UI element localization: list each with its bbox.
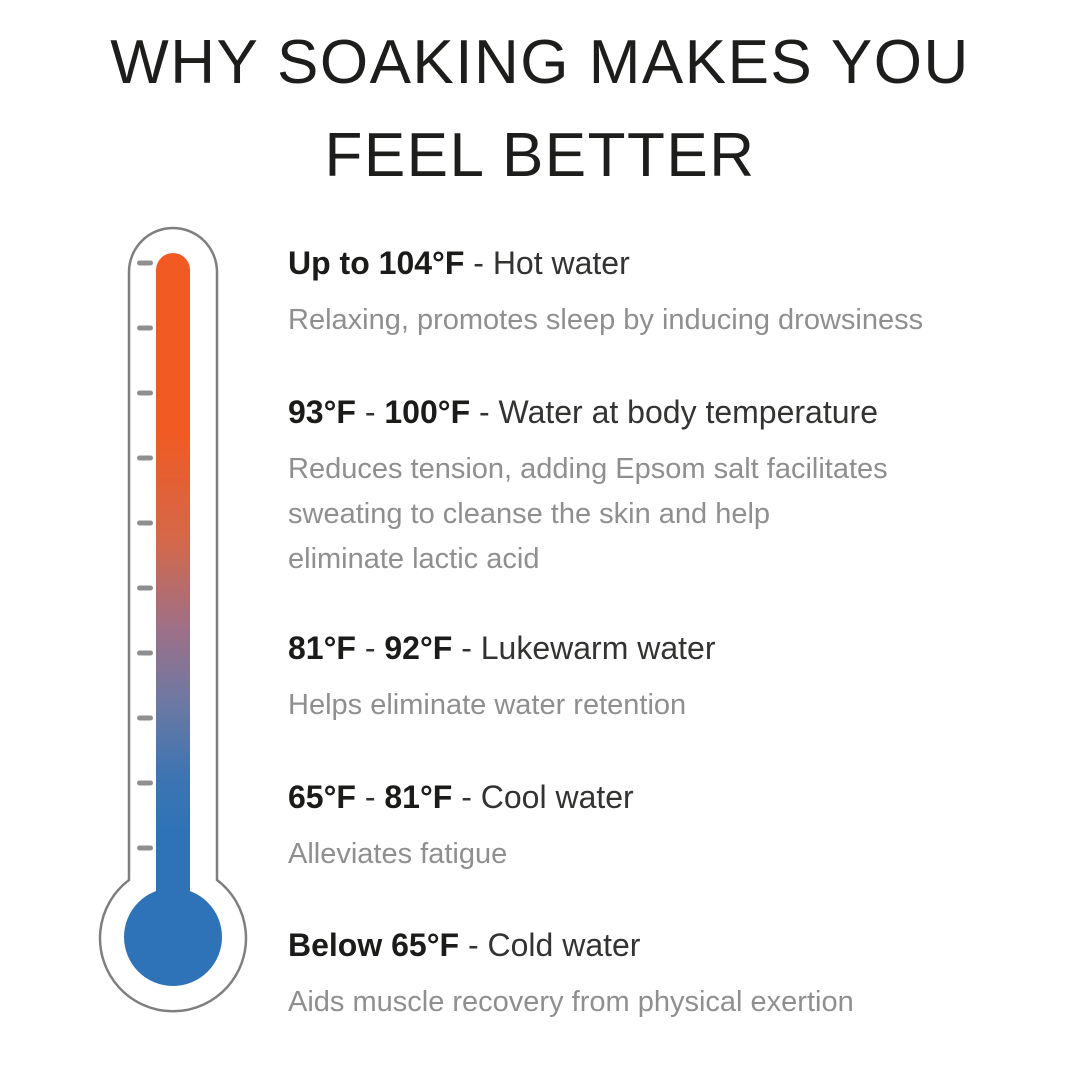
section-heading: Up to 104°F - Hot water xyxy=(288,243,1028,283)
temp-range-bold: 93°F xyxy=(288,394,356,430)
thermometer-tick xyxy=(137,715,153,721)
temp-section-lukewarm: 81°F - 92°F - Lukewarm water Helps elimi… xyxy=(288,628,1028,728)
temp-range-bold: 92°F xyxy=(384,630,453,666)
temp-range-bold: Up to 104°F xyxy=(288,245,465,281)
thermometer-tick xyxy=(137,455,153,461)
temp-range-separator: - xyxy=(355,394,385,430)
thermometer-tick xyxy=(137,780,153,786)
temp-range-separator: - xyxy=(355,779,385,815)
thermometer-tick xyxy=(137,650,153,656)
thermometer-icon xyxy=(98,226,248,1013)
water-type-label: - Hot water xyxy=(464,245,630,281)
section-heading: 65°F - 81°F - Cool water xyxy=(288,777,1028,817)
section-description: Reduces tension, adding Epsom salt facil… xyxy=(288,453,888,575)
temp-section-body-temp: 93°F - 100°F - Water at body temperature… xyxy=(288,392,1028,582)
thermometer-tick xyxy=(137,845,153,851)
thermometer-tick xyxy=(137,520,153,526)
temperature-sections: Up to 104°F - Hot water Relaxing, promot… xyxy=(288,0,1028,1080)
water-type-label: - Water at body temperature xyxy=(470,394,878,430)
temp-range-bold: 81°F xyxy=(288,630,356,666)
thermometer-bulb xyxy=(124,888,222,986)
temp-range-separator: - xyxy=(355,630,385,666)
water-type-label: - Cold water xyxy=(459,927,641,963)
section-heading: 93°F - 100°F - Water at body temperature xyxy=(288,392,1028,432)
page-title: WHY SOAKING MAKES YOU FEEL BETTER xyxy=(110,28,970,190)
water-type-label: - Lukewarm water xyxy=(452,630,716,666)
section-description: Helps eliminate water retention xyxy=(288,689,687,721)
temp-range-bold: 81°F xyxy=(384,779,453,815)
thermometer-illustration xyxy=(90,215,260,1040)
water-type-label: - Cool water xyxy=(452,779,634,815)
section-description: Alleviates fatigue xyxy=(288,838,508,870)
temp-range-bold: 100°F xyxy=(384,394,471,430)
temp-range-bold: 65°F xyxy=(288,779,356,815)
temp-section-cool: 65°F - 81°F - Cool water Alleviates fati… xyxy=(288,777,1028,877)
thermometer-tick xyxy=(137,585,153,591)
temp-section-cold: Below 65°F - Cold water Aids muscle reco… xyxy=(288,925,1028,1025)
section-description: Aids muscle recovery from physical exert… xyxy=(288,986,854,1018)
thermometer-tick xyxy=(137,325,153,331)
section-heading: 81°F - 92°F - Lukewarm water xyxy=(288,628,1028,668)
thermometer-tube xyxy=(156,253,190,940)
thermometer-ticks xyxy=(137,260,153,851)
temp-range-bold: Below 65°F xyxy=(288,927,460,963)
thermometer-tick xyxy=(137,390,153,396)
thermometer-tick xyxy=(137,260,153,266)
section-heading: Below 65°F - Cold water xyxy=(288,925,1028,965)
temp-section-hot: Up to 104°F - Hot water Relaxing, promot… xyxy=(288,243,1028,343)
section-description: Relaxing, promotes sleep by inducing dro… xyxy=(288,304,924,336)
